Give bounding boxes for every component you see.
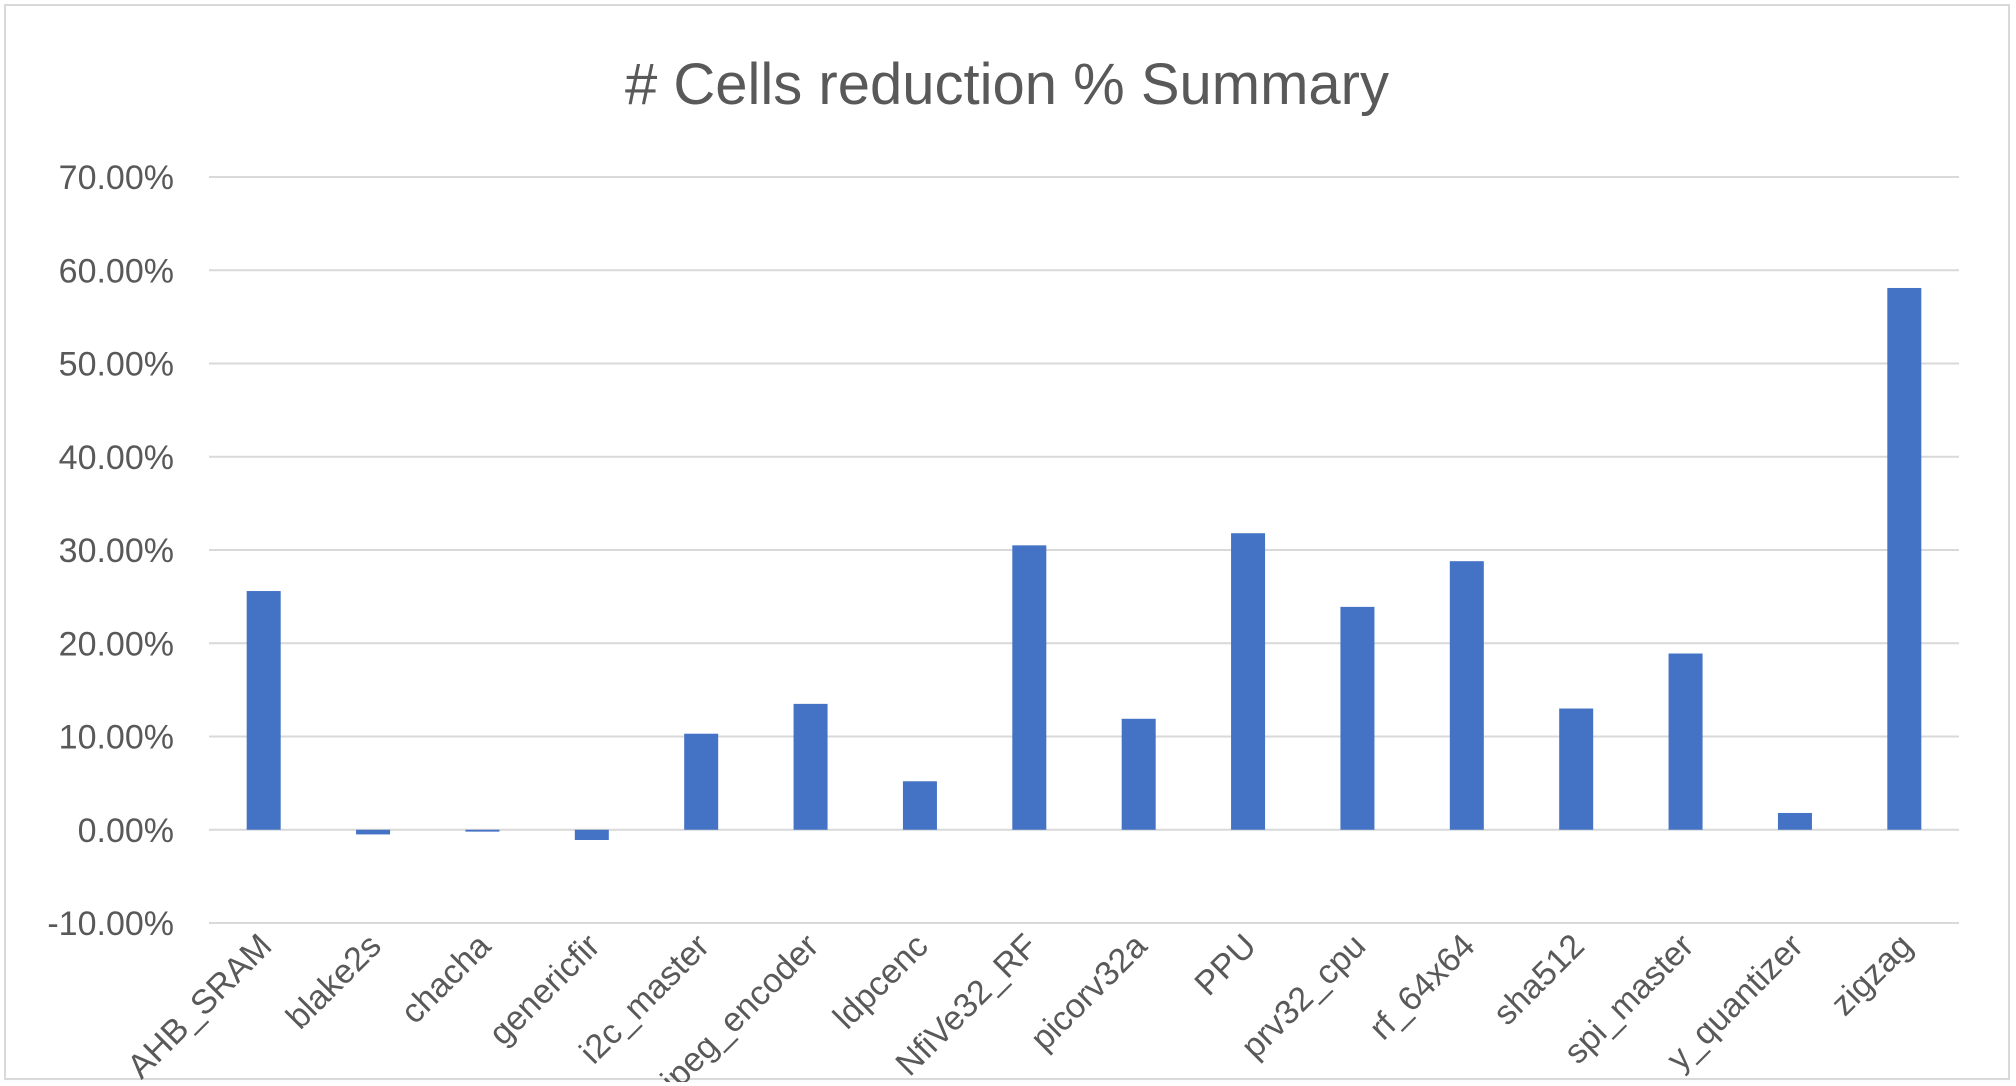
bar <box>574 829 609 841</box>
y-tick-label: -10.00% <box>47 905 174 943</box>
y-axis-tick-labels: -10.00% 0.00% 10.00% 20.00% 30.00% 40.00% 50.0… <box>47 159 174 943</box>
bar <box>465 829 500 832</box>
y-tick-label: 40.00% <box>59 439 174 477</box>
chart-title: # Cells reduction % Summary <box>625 52 1389 117</box>
bar <box>246 591 281 830</box>
x-category-label: ldpcenc <box>826 927 936 1037</box>
x-category-label: picorv32a <box>1023 927 1154 1058</box>
x-category-label: chacha <box>394 927 498 1031</box>
bar <box>1449 561 1484 830</box>
chart-frame: # Cells reduction % Summary -10.00% 0.00%… <box>4 4 2010 1082</box>
x-axis-category-labels: AHB_SRAM blake2s chachagenericfiri2c_maste… <box>120 927 1920 1082</box>
gridlines <box>209 176 1959 924</box>
bar <box>1231 533 1266 830</box>
y-tick-label: 50.00% <box>59 346 174 384</box>
bar <box>1668 653 1703 830</box>
y-tick-label: 0.00% <box>78 812 174 850</box>
bar <box>1559 708 1594 830</box>
x-category-label: PPU <box>1187 927 1263 1003</box>
bar <box>356 829 391 835</box>
y-tick-label: 60.00% <box>59 252 174 290</box>
x-category-label: blake2s <box>279 927 389 1037</box>
x-category-label: AHB_SRAM <box>120 927 279 1082</box>
bar <box>1012 545 1047 830</box>
bar <box>1777 812 1812 830</box>
y-tick-label: 30.00% <box>59 532 174 570</box>
x-category-label: zigzag <box>1824 927 1920 1023</box>
y-tick-label: 10.00% <box>59 719 174 757</box>
bars <box>246 287 1922 841</box>
y-tick-label: 70.00% <box>59 159 174 197</box>
bar-chart: # Cells reduction % Summary -10.00% 0.00%… <box>47 52 1959 1082</box>
bar <box>793 703 828 830</box>
bar <box>1121 718 1156 830</box>
x-category-label: sha512 <box>1486 927 1592 1033</box>
x-category-label: rf_64x64 <box>1362 927 1482 1047</box>
bar <box>902 781 937 830</box>
y-tick-label: 20.00% <box>59 625 174 663</box>
bar <box>1887 287 1922 830</box>
bar <box>684 733 719 830</box>
bar <box>1340 606 1375 830</box>
